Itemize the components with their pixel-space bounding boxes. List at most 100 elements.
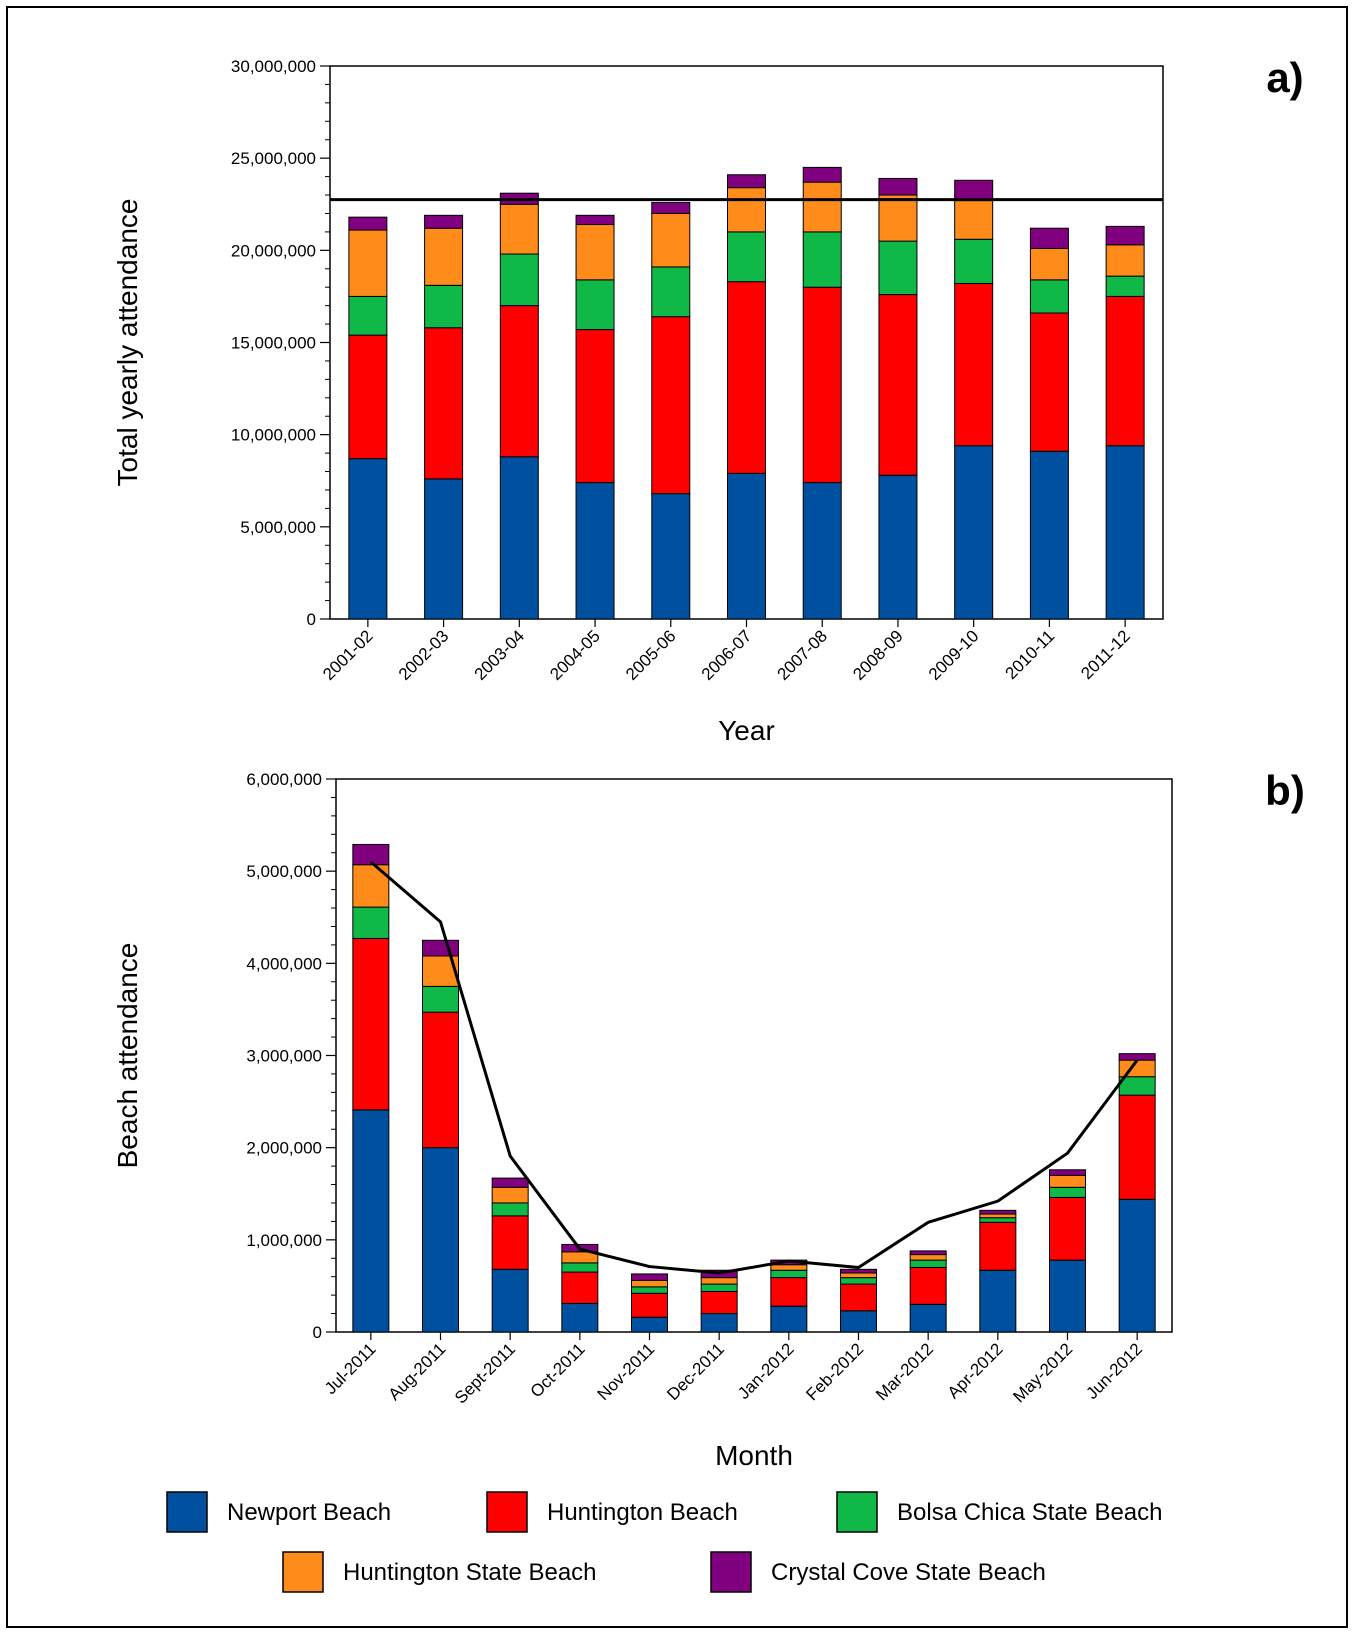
bar-segment xyxy=(979,1209,1017,1215)
bar-segment xyxy=(499,253,539,307)
legend-swatch xyxy=(166,1491,208,1533)
legend-label: Crystal Cove State Beach xyxy=(771,1559,1046,1586)
bar-segment xyxy=(700,1283,738,1292)
x-tick-label: Mar-2012 xyxy=(872,1339,937,1404)
bar-segment xyxy=(352,937,390,1111)
legend-swatch xyxy=(282,1551,324,1593)
bar-segment xyxy=(499,456,539,620)
y-tick-label: 0 xyxy=(307,610,316,629)
bar-segment xyxy=(1118,1076,1156,1096)
bar-segment xyxy=(1029,279,1069,314)
bar-segment xyxy=(1049,1259,1086,1333)
y-tick-label: 3,000,000 xyxy=(246,1047,322,1066)
x-tick-label: Sept-2011 xyxy=(451,1339,519,1407)
bar-segment xyxy=(651,493,691,620)
bar-segment xyxy=(651,266,691,318)
bar-segment xyxy=(631,1316,668,1333)
legend-label: Bolsa Chica State Beach xyxy=(897,1499,1163,1526)
panel-a: 0 5,000,000 10,000,000 15,000,000 20,000,000… xyxy=(112,54,1304,746)
x-tick-label: Dec-2011 xyxy=(663,1339,728,1404)
y-tick-label: 2,000,000 xyxy=(246,1139,322,1158)
bar-segment xyxy=(840,1310,877,1333)
bar-segment xyxy=(491,1268,529,1333)
bar-segment xyxy=(878,240,918,296)
bar-segment xyxy=(700,1313,738,1333)
bar-segment xyxy=(348,334,388,460)
x-tick-label: 2011-12 xyxy=(1077,626,1134,683)
bar-segment xyxy=(1029,227,1069,249)
bar-segment xyxy=(424,284,464,329)
bar-segment xyxy=(1049,1174,1086,1188)
bar-segment xyxy=(1105,295,1145,447)
legend-swatch xyxy=(836,1491,878,1533)
x-tick-label: 2010-11 xyxy=(1002,626,1059,683)
bar-segment xyxy=(802,181,842,233)
bar-segment xyxy=(491,1186,529,1204)
bar-segment xyxy=(727,187,766,233)
bar-segment xyxy=(651,316,691,495)
bar-segment xyxy=(954,238,994,285)
bar-segment xyxy=(770,1305,808,1333)
bar-segment xyxy=(727,472,766,620)
panel-label: b) xyxy=(1265,767,1305,814)
bar-segment xyxy=(1118,1053,1156,1061)
bar-segment xyxy=(1105,275,1145,297)
bar-segment xyxy=(1029,247,1069,281)
bar-segment xyxy=(348,229,388,297)
y-tick-label: 10,000,000 xyxy=(231,426,316,445)
bar-segment xyxy=(499,203,539,255)
y-tick-label: 30,000,000 xyxy=(231,57,316,76)
x-tick-label: Apr-2012 xyxy=(944,1339,1007,1402)
bar-segment xyxy=(352,843,390,866)
bar-segment xyxy=(979,1221,1017,1271)
bar-segment xyxy=(575,214,615,226)
bar-segment xyxy=(424,327,464,480)
y-tick-label: 5,000,000 xyxy=(246,862,322,881)
bar-segment xyxy=(561,1271,599,1304)
panel-b: 0 1,000,000 2,000,000 3,000,000 4,000,000 5,0… xyxy=(112,767,1305,1471)
bar-segment xyxy=(878,177,918,196)
y-tick-label: 5,000,000 xyxy=(240,518,316,537)
x-tick-label: Jan-2012 xyxy=(734,1339,798,1403)
bar-segment xyxy=(1105,225,1145,246)
bar-segment xyxy=(348,216,388,231)
bar-segment xyxy=(575,279,615,331)
bar-segment xyxy=(909,1259,947,1268)
bar-segment xyxy=(499,305,539,458)
x-tick-label: 2004-05 xyxy=(546,626,604,684)
y-tick-label: 0 xyxy=(313,1323,322,1342)
bar-segment xyxy=(424,478,464,620)
x-axis-title: Month xyxy=(715,1440,793,1471)
bar-segment xyxy=(575,224,615,281)
legend-item: Newport Beach xyxy=(166,1491,391,1533)
bar-segment xyxy=(422,985,459,1013)
bar-segment xyxy=(770,1264,808,1271)
legend-swatch xyxy=(710,1551,752,1593)
x-tick-label: 2001-02 xyxy=(319,626,377,684)
bar-segment xyxy=(491,1202,529,1217)
x-tick-label: Oct-2011 xyxy=(527,1339,589,1401)
legend: Newport Beach Huntington Beach Bolsa Chica… xyxy=(166,1491,1163,1593)
bar-segment xyxy=(979,1213,1017,1219)
x-tick-label: 2009-10 xyxy=(925,626,983,684)
bar-segment xyxy=(878,474,918,620)
y-tick-label: 4,000,000 xyxy=(246,954,322,973)
bar-segment xyxy=(422,939,459,957)
bar-segment xyxy=(840,1277,877,1285)
legend-label: Newport Beach xyxy=(227,1499,391,1526)
x-axis-title: Year xyxy=(718,715,775,746)
bar-segment xyxy=(424,227,464,286)
legend-label: Huntington State Beach xyxy=(343,1559,597,1586)
x-tick-label: 2006-07 xyxy=(698,626,756,684)
bar-segment xyxy=(1049,1169,1086,1176)
x-tick-label: 2002-03 xyxy=(395,626,453,684)
x-tick-label: Jun-2012 xyxy=(1082,1339,1146,1403)
y-tick-label: 1,000,000 xyxy=(246,1231,322,1250)
bar-segment xyxy=(491,1215,529,1270)
bar-segment xyxy=(1029,312,1069,452)
bar-segment xyxy=(802,231,842,288)
panel-label: a) xyxy=(1266,54,1303,101)
bar-segment xyxy=(348,458,388,620)
bar-segment xyxy=(1118,1094,1156,1200)
bar-segment xyxy=(1049,1196,1086,1261)
